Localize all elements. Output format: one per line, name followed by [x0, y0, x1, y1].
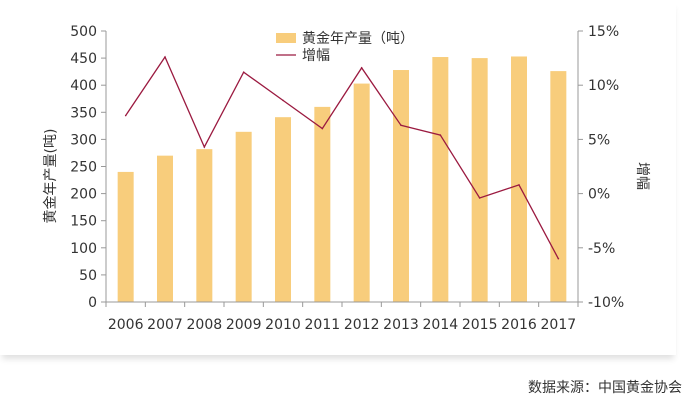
- bar-2015: [471, 58, 488, 302]
- y2-tick-label: -10%: [588, 295, 624, 311]
- bar-2017: [550, 71, 567, 302]
- y-tick-label: 200: [70, 187, 97, 203]
- y-tick-label: 150: [70, 214, 97, 230]
- y2-tick-label: -5%: [588, 241, 615, 257]
- chart: 0 50 100 150 200 250 300 350 400 450 500 -10% -5% 0% 5…: [42, 24, 650, 333]
- y2-tick-label: 15%: [588, 24, 619, 40]
- growth-point-2015: [478, 197, 481, 199]
- bar-2008: [196, 149, 213, 302]
- growth-point-2009: [242, 71, 245, 73]
- x-tick-label: 2009: [226, 317, 262, 333]
- y-tick-label: 0: [88, 295, 97, 311]
- growth-point-2007: [164, 56, 166, 58]
- x-tick-label: 2011: [305, 317, 341, 333]
- data-source-note: 数据来源：中国黄金协会: [528, 380, 682, 396]
- bar-2010: [275, 117, 291, 302]
- y2-tick-label: 10%: [588, 78, 619, 94]
- growth-point-2012: [360, 67, 363, 69]
- bar-2013: [393, 70, 409, 302]
- bar-2006: [117, 171, 134, 302]
- growth-point-2008: [203, 146, 206, 148]
- x-tick-label: 2017: [541, 317, 577, 333]
- growth-point-2013: [400, 124, 402, 127]
- growth-point-2010: [282, 99, 284, 102]
- y-tick-label: 400: [70, 78, 97, 94]
- x-tick-label: 2014: [423, 317, 459, 333]
- y-tick-label: 100: [70, 241, 97, 257]
- y-axis-label: 黄金年产量(吨): [42, 129, 59, 224]
- bar-2016: [511, 56, 527, 302]
- growth-point-2017: [557, 257, 560, 260]
- growth-point-2006: [124, 114, 127, 117]
- x-tick-label: 2010: [265, 317, 301, 333]
- x-tick-label: 2007: [147, 317, 183, 333]
- bar-2014: [432, 57, 449, 303]
- y2-tick-label: 0%: [588, 187, 610, 203]
- x-tick-label: 2015: [462, 317, 498, 333]
- growth-point-2016: [518, 184, 520, 186]
- y2-tick-label: 5%: [588, 132, 610, 148]
- legend-line-label: 增幅: [302, 48, 330, 64]
- x-tick-label: 2006: [108, 317, 144, 333]
- y2-axis-label: 增幅: [634, 162, 650, 190]
- bar-2007: [157, 155, 173, 302]
- chart-card: 0 50 100 150 200 250 300 350 400 450 500 -10% -5% 0% 5…: [42, 24, 650, 333]
- y-tick-label: 450: [70, 51, 97, 67]
- x-tick-label: 2016: [501, 317, 537, 333]
- x-tick-label: 2013: [383, 317, 419, 333]
- growth-point-2014: [439, 134, 442, 136]
- x-tick-label: 2012: [344, 317, 380, 333]
- y-tick-label: 350: [70, 105, 97, 121]
- legend-bar-label: 黄金年产量（吨）: [302, 30, 414, 47]
- y-tick-label: 50: [79, 268, 97, 284]
- bar-2012: [353, 83, 370, 302]
- growth-point-2011: [321, 127, 324, 130]
- legend-bar-swatch: [276, 33, 296, 43]
- y-tick-label: 250: [70, 160, 97, 176]
- growth-line: [125, 55, 559, 259]
- x-tick-label: 2008: [187, 317, 223, 333]
- bar-2011: [314, 106, 331, 302]
- bar-2009: [235, 131, 252, 302]
- y-tick-label: 500: [70, 24, 97, 40]
- y-tick-label: 300: [70, 132, 97, 148]
